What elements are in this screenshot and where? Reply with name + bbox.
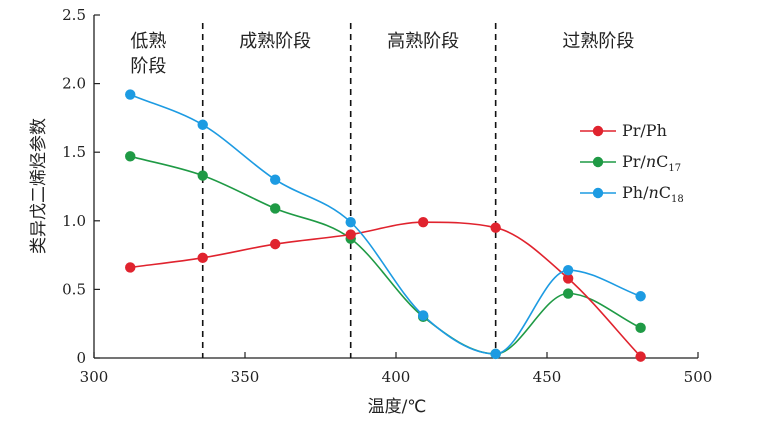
data-point — [270, 203, 281, 214]
legend-marker — [592, 156, 604, 168]
series-line — [130, 221, 642, 358]
y-tick-label: 1.5 — [62, 143, 86, 161]
data-point — [562, 273, 574, 284]
data-point — [125, 89, 136, 100]
legend-entry: Pr/nC17 — [622, 152, 681, 174]
data-point — [345, 216, 356, 228]
x-tick-label: 500 — [684, 368, 713, 386]
legend-entry: Pr/Ph — [622, 121, 667, 140]
data-point — [490, 222, 501, 233]
data-point — [635, 322, 646, 334]
legend-marker — [592, 187, 604, 199]
data-point — [490, 348, 501, 360]
y-axis-title: 类异戊二烯烃参数 — [29, 118, 49, 254]
series-lines — [129, 93, 642, 358]
series-line — [129, 155, 641, 355]
y-tick-label: 0.5 — [62, 280, 86, 298]
data-point — [562, 288, 574, 299]
data-point — [197, 252, 208, 264]
x-tick-label: 350 — [231, 368, 260, 386]
data-point — [125, 262, 136, 273]
legend: Pr/Ph Pr/nC17 Ph/nC18 — [580, 121, 684, 205]
data-point — [562, 264, 574, 276]
data-point — [635, 351, 646, 362]
y-tick-label: 0 — [76, 349, 86, 367]
stage-label: 阶段 — [130, 56, 166, 77]
x-tick-label: 400 — [382, 368, 411, 386]
y-tick-label: 2.0 — [62, 75, 86, 93]
data-point — [270, 174, 281, 185]
x-tick-label: 300 — [80, 368, 109, 386]
y-tick-label: 1.0 — [62, 212, 86, 230]
legend-entry: Ph/nC18 — [622, 183, 684, 205]
axes: 0 0.5 1.0 1.5 2.0 2.5 300 350 400 450 500 — [62, 6, 712, 386]
stage-label: 过熟阶段 — [562, 31, 634, 52]
stage-label: 高熟阶段 — [387, 31, 459, 52]
series-line — [129, 93, 641, 355]
x-tick-label: 450 — [533, 368, 562, 386]
data-point — [197, 119, 208, 130]
data-point — [417, 216, 429, 228]
stage-boundaries — [201, 23, 497, 358]
stage-label: 成熟阶段 — [239, 31, 311, 52]
data-point — [270, 238, 281, 250]
data-point — [197, 170, 208, 181]
legend-marker — [592, 125, 604, 137]
series-points — [125, 89, 646, 362]
y-tick-label: 2.5 — [62, 6, 86, 24]
data-point — [345, 229, 356, 240]
data-point — [125, 151, 136, 162]
x-axis-title: 温度/℃ — [368, 397, 427, 417]
data-point — [635, 291, 646, 302]
stage-label: 低熟 — [130, 31, 166, 52]
data-point — [417, 310, 429, 321]
